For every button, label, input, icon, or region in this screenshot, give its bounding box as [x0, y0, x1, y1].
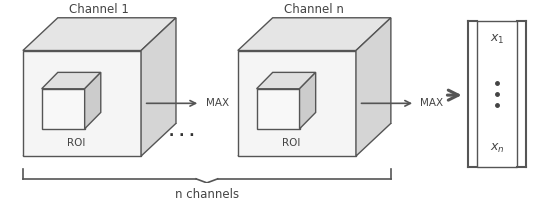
Polygon shape: [23, 18, 176, 50]
Text: n channels: n channels: [175, 188, 239, 201]
Polygon shape: [85, 72, 101, 129]
Polygon shape: [238, 50, 356, 156]
Text: MAX: MAX: [421, 98, 443, 108]
Polygon shape: [256, 72, 316, 89]
Text: MAX: MAX: [206, 98, 228, 108]
Polygon shape: [356, 18, 391, 156]
Polygon shape: [300, 72, 316, 129]
Polygon shape: [238, 18, 391, 50]
Text: ROI: ROI: [282, 138, 301, 148]
Polygon shape: [141, 18, 176, 156]
Polygon shape: [256, 89, 300, 129]
Polygon shape: [42, 72, 101, 89]
Text: $x_1$: $x_1$: [490, 33, 504, 46]
Text: ROI: ROI: [68, 138, 86, 148]
Polygon shape: [42, 89, 85, 129]
Text: . . .: . . .: [168, 125, 194, 139]
Text: $x_n$: $x_n$: [490, 142, 504, 155]
Bar: [477, 21, 517, 167]
Polygon shape: [23, 50, 141, 156]
Text: Channel n: Channel n: [285, 3, 345, 16]
Text: Channel 1: Channel 1: [70, 3, 130, 16]
